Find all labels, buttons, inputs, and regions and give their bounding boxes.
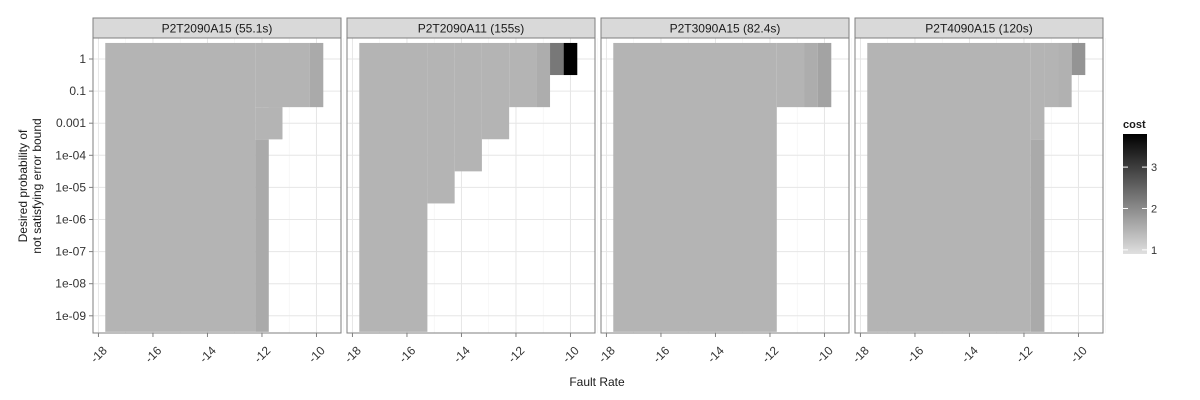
panel-border	[346, 37, 596, 334]
heatmap-tile	[536, 42, 551, 108]
heatmap-tile	[309, 42, 324, 108]
panel-border	[92, 37, 342, 334]
heatmap-tile	[1071, 42, 1086, 76]
y-tick-label: 1e-05	[55, 180, 86, 194]
heatmap-tile	[1044, 42, 1059, 108]
x-tick-label: -12	[251, 343, 273, 365]
panel-border	[854, 37, 1104, 334]
heatmap-tile	[550, 42, 564, 76]
panel-4: P2T4090A15 (120s) -18 -16 -14 -12 -10	[850, 17, 1107, 366]
heatmap-tile	[613, 42, 777, 332]
x-tick-label: -18	[88, 343, 110, 365]
panel-title: P2T4090A15 (120s)	[925, 22, 1032, 36]
y-axis-title-line-2: not satisfying error bound	[30, 118, 44, 253]
legend-tick-label: 3	[1151, 162, 1157, 174]
y-tick-label: 1e-09	[55, 309, 86, 323]
legend-colorbar	[1123, 134, 1147, 254]
panel-border	[600, 37, 850, 334]
y-tick-label: 1e-07	[55, 245, 86, 259]
heatmap-tile	[509, 42, 537, 108]
panel-2: P2T2090A11 (155s) -18 -16 -14 -12 -10	[342, 17, 599, 366]
heatmap-tile	[454, 42, 482, 172]
x-tick-label: -18	[342, 343, 364, 365]
x-tick-label: -18	[596, 343, 618, 365]
x-tick-label: -14	[197, 343, 219, 365]
heatmap-tile	[427, 42, 455, 204]
x-tick-label: -12	[505, 343, 527, 365]
x-tick-label: -10	[1068, 343, 1090, 365]
heatmap-tile	[804, 42, 818, 108]
x-tick-label: -14	[451, 343, 473, 365]
x-tick-label: -16	[396, 343, 418, 365]
panel-3: P2T3090A15 (82.4s) -18 -16 -14 -12 -10	[596, 17, 853, 366]
x-tick-label: -18	[850, 343, 872, 365]
heatmap-tile	[255, 42, 310, 108]
x-tick-label: -10	[306, 343, 328, 365]
heatmap-tile	[817, 42, 832, 108]
y-axis-title-line-1: Desired probability of	[16, 129, 30, 242]
x-tick-label: -16	[650, 343, 672, 365]
heatmap-tile	[1058, 42, 1072, 108]
heatmap-tile	[105, 42, 256, 332]
heatmap-tile	[481, 42, 510, 140]
legend-title: cost	[1123, 119, 1146, 131]
panel-title: P2T2090A15 (55.1s)	[162, 22, 273, 36]
x-tick-label: -12	[1013, 343, 1035, 365]
panel-title: P2T2090A11 (155s)	[418, 22, 525, 36]
x-tick-label: -14	[959, 343, 981, 365]
y-tick-label: 1e-08	[55, 277, 86, 291]
heatmap-tile	[563, 42, 578, 76]
x-tick-label: -10	[814, 343, 836, 365]
x-tick-label: -16	[142, 343, 164, 365]
legend-tick-label: 1	[1151, 245, 1157, 257]
panel-1: P2T2090A15 (55.1s) -18 -16 -14 -12 -10	[88, 17, 345, 366]
heatmap-tile	[255, 139, 269, 332]
x-tick-label: -14	[705, 343, 727, 365]
x-tick-label: -12	[759, 343, 781, 365]
y-tick-label: 1e-06	[55, 213, 86, 227]
y-tick-label: 1	[79, 52, 86, 66]
heatmap-tile	[268, 107, 283, 140]
legend-tick-label: 2	[1151, 203, 1157, 215]
heatmap-tile	[1030, 42, 1045, 140]
heatmap-tile	[359, 42, 428, 332]
y-tick-label: 0.1	[69, 84, 86, 98]
x-axis-title: Fault Rate	[569, 375, 625, 389]
heatmap-tile	[776, 42, 805, 108]
heatmap-tile	[867, 42, 1031, 332]
y-tick-label: 0.001	[56, 116, 86, 130]
x-tick-label: -10	[560, 343, 582, 365]
y-tick-label: 1e-04	[55, 148, 86, 162]
panel-title: P2T3090A15 (82.4s)	[670, 22, 781, 36]
x-tick-label: -16	[904, 343, 926, 365]
heatmap-tile	[1030, 139, 1045, 332]
